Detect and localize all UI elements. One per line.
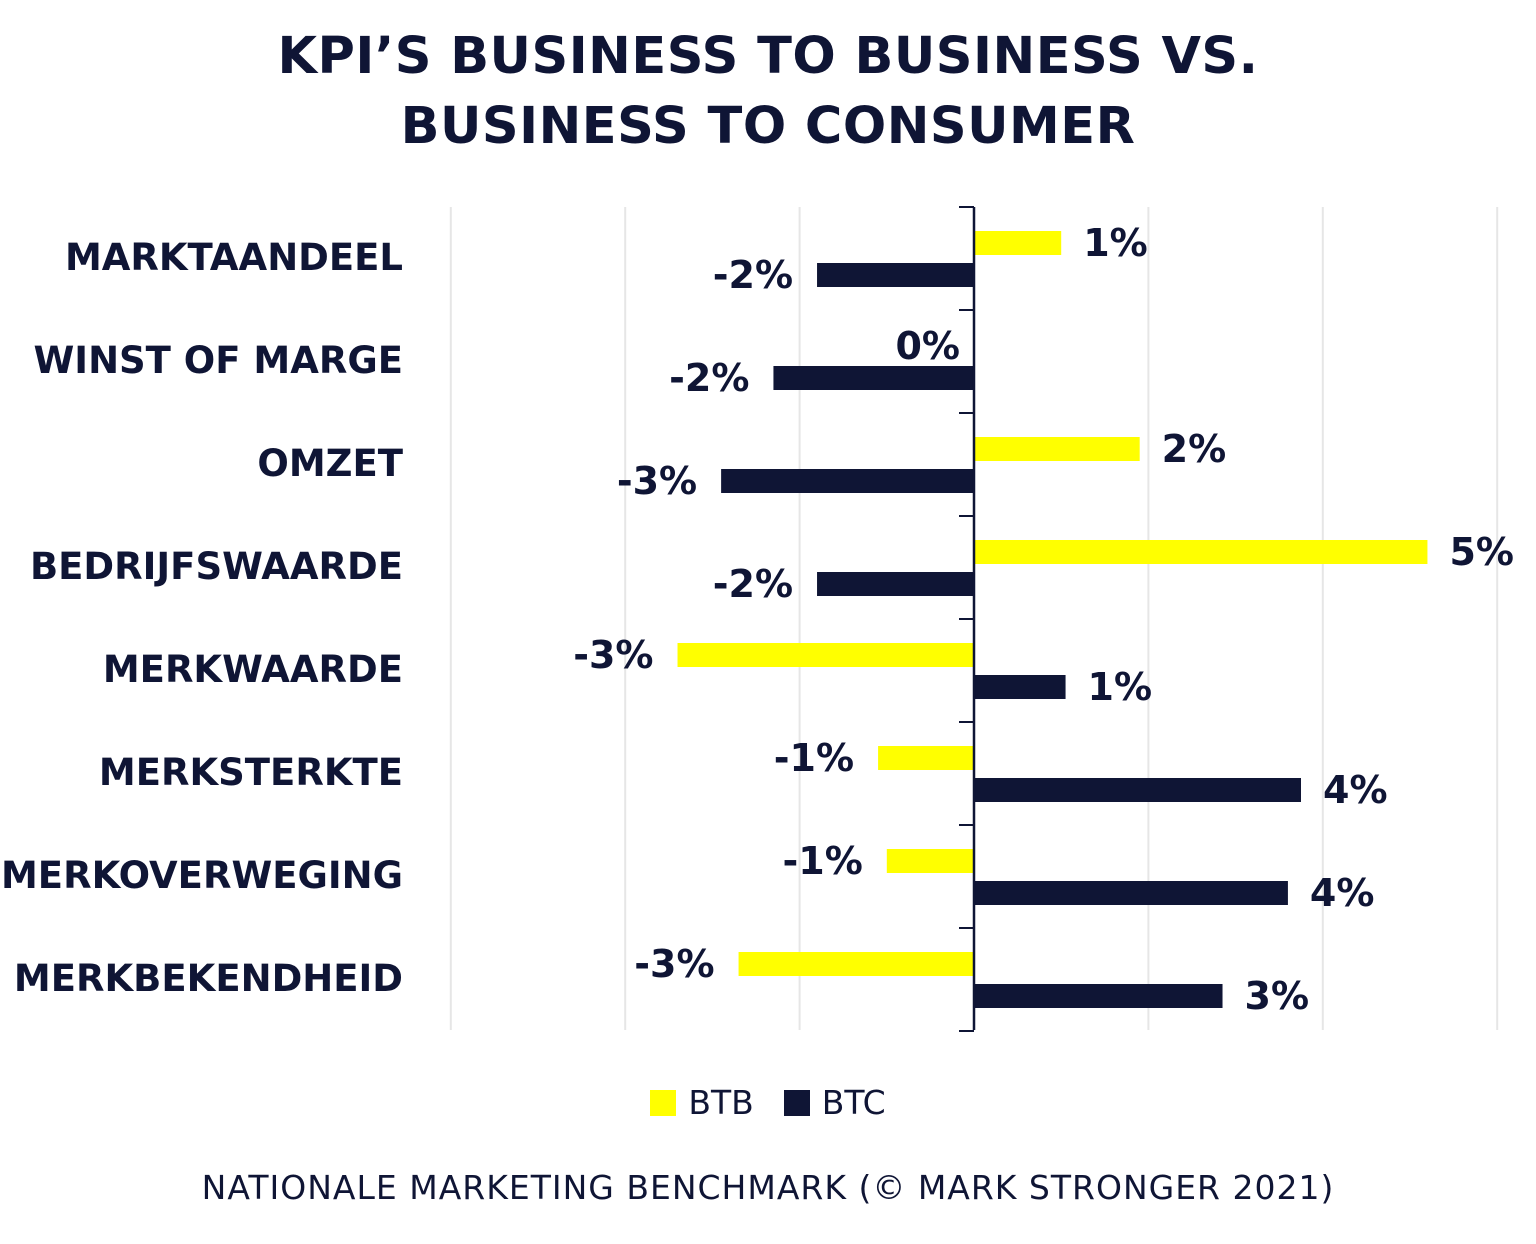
legend-swatch-btb <box>650 1089 677 1116</box>
data-label-btc: -2% <box>713 253 793 297</box>
category-label: OMZET <box>257 442 403 485</box>
data-label-btb: -1% <box>783 839 863 883</box>
bar-btc <box>721 469 974 493</box>
data-label-btc: 1% <box>1088 665 1153 709</box>
bar-btc <box>974 881 1288 905</box>
data-label-btc: 3% <box>1245 974 1310 1018</box>
category-label: WINST OF MARGE <box>33 339 403 382</box>
data-label-btb: 2% <box>1162 427 1227 471</box>
data-label-btb: 1% <box>1083 221 1148 265</box>
bar-btb <box>886 849 974 873</box>
data-label-btc: -3% <box>617 459 697 503</box>
data-label-btc: 4% <box>1323 768 1388 812</box>
bar-btc <box>974 778 1301 802</box>
bar-btc <box>817 263 974 287</box>
legend: BTB BTC <box>0 1083 1536 1122</box>
bar-btc <box>974 675 1066 699</box>
source-note: NATIONALE MARKETING BENCHMARK (© MARK ST… <box>201 1168 1335 1207</box>
data-label-btb: 0% <box>895 324 960 368</box>
data-label-btb: -3% <box>573 633 653 677</box>
category-label: MERKOVERWEGING <box>1 854 403 897</box>
data-label-btb: -3% <box>634 942 714 986</box>
data-label-btb: 5% <box>1449 530 1514 574</box>
bar-btc <box>773 366 974 390</box>
legend-label-btc: BTC <box>821 1083 886 1122</box>
data-label-btc: -2% <box>669 356 749 400</box>
bar-btc <box>817 572 974 596</box>
bar-btb <box>974 437 1140 461</box>
chart-title: KPI’S BUSINESS TO BUSINESS VS. BUSINESS … <box>0 22 1536 162</box>
legend-item-btb: BTB <box>650 1083 754 1122</box>
chart-title-line-2: BUSINESS TO CONSUMER <box>400 97 1136 156</box>
data-label-btc: 4% <box>1310 871 1375 915</box>
data-label-btb: -1% <box>774 736 854 780</box>
bar-btb <box>878 746 974 770</box>
category-label: MERKWAARDE <box>103 648 403 691</box>
category-label: MERKSTERKTE <box>99 751 403 794</box>
bar-chart: MARKTAANDEEL 1% -2% WINST OF MARGE 0% -2% OMZE… <box>1 206 1514 1032</box>
legend-item-btc: BTC <box>783 1083 886 1122</box>
bar-btb <box>974 540 1428 564</box>
category-label: MERKBEKENDHEID <box>14 957 403 1000</box>
bar-btb <box>974 231 1062 255</box>
bar-btc <box>974 984 1223 1008</box>
legend-swatch-btc <box>783 1089 810 1116</box>
chart-title-line-1: KPI’S BUSINESS TO BUSINESS VS. <box>277 27 1259 86</box>
category-label: BEDRIJFSWAARDE <box>30 545 403 588</box>
bar-btb <box>738 952 974 976</box>
legend-label-btb: BTB <box>688 1083 754 1122</box>
data-label-btc: -2% <box>713 562 793 606</box>
bar-btb <box>677 643 974 667</box>
category-label: MARKTAANDEEL <box>65 236 403 279</box>
